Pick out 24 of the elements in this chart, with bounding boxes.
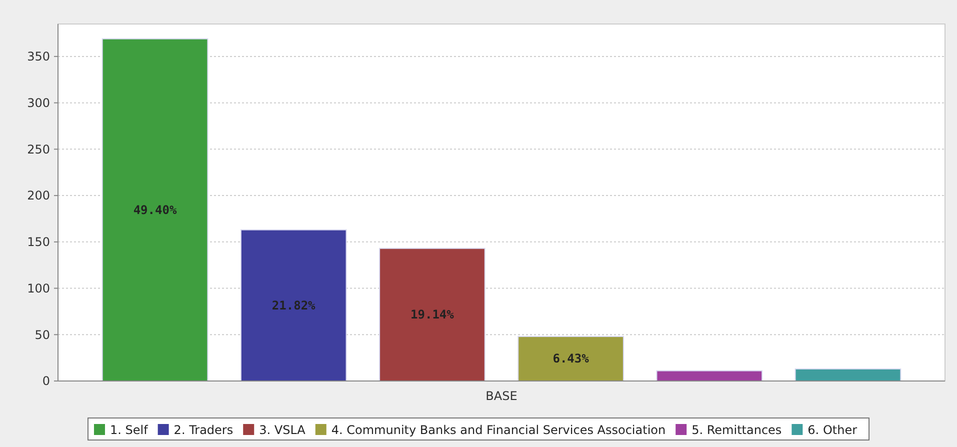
x-tick-label: BASE [486, 389, 518, 403]
annotation: 49.40% [133, 202, 178, 217]
y-tick-label: 100 [27, 281, 50, 296]
y-tick-label: 150 [27, 235, 50, 250]
y-tick-label: 250 [27, 142, 50, 156]
bar [240, 229, 347, 382]
y-tick-label: 0 [42, 374, 50, 388]
bar [794, 368, 902, 382]
bar [379, 248, 486, 382]
y-tick-label: 350 [27, 50, 50, 64]
legend-label: 6. Other [808, 423, 858, 437]
annotation: 19.14% [410, 308, 455, 322]
y-tick-label: 50 [34, 328, 50, 342]
legend-label: 2. Traders [174, 423, 234, 437]
legend-label: 5. Remittances [692, 423, 782, 437]
bar [518, 336, 624, 382]
legend-label: 4. Community Banks and Financial Services Association [331, 423, 666, 437]
annotation: 6.43% [552, 352, 590, 366]
legend-label: 1. Self [110, 423, 149, 437]
bar [102, 38, 208, 382]
y-tick-label: 300 [27, 96, 50, 110]
legend-label: 3. VSLA [259, 423, 306, 437]
y-tick-label: 200 [27, 188, 50, 203]
annotation: 21.82% [272, 298, 316, 312]
